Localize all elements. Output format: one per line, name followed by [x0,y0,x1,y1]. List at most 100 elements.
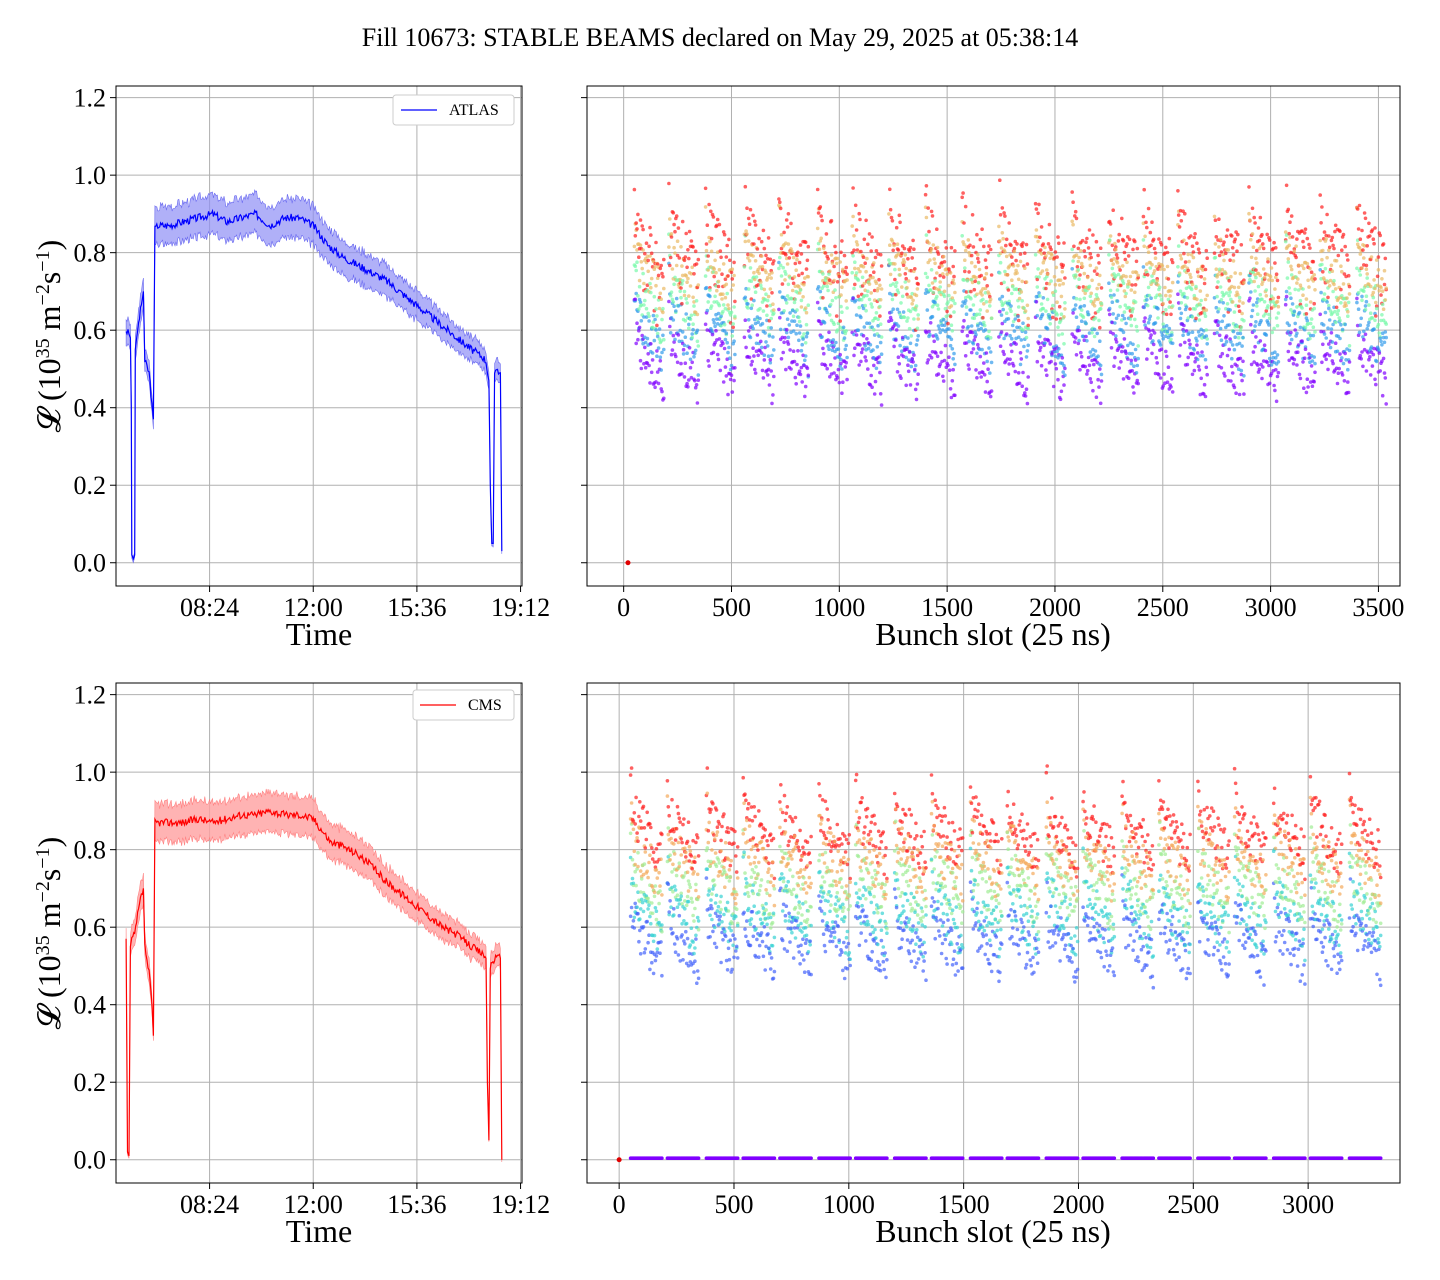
bunch-point [653,884,658,888]
bunch-point [1224,251,1228,256]
bunch-point [832,371,836,375]
cms-time-ylabel: 𝓛 (1035 m−2s−1) [31,837,67,1029]
bunch-point [637,814,641,819]
bunch-point [1012,329,1017,333]
bunch-point [1010,284,1015,289]
bunch-point [746,239,751,243]
bunch-point [686,879,691,883]
bunch-point [868,343,873,347]
bunch-point [1308,266,1312,271]
bunch-point [1074,353,1079,357]
bunch-point [831,834,836,839]
bunch-point [1247,185,1251,189]
bunch-point [1253,324,1257,328]
bunch-point [825,281,829,285]
bunch-point [748,207,753,212]
bunch-point [834,250,838,255]
bunch-point [719,255,723,260]
bunch-point [1219,338,1224,343]
bunch-point [797,950,801,954]
bunch-point [765,298,770,303]
bunch-point [1018,259,1023,264]
bunch-point [832,322,836,327]
bunch-point [1046,242,1051,246]
bunch-point [679,853,683,857]
bunch-point [1114,340,1119,344]
bunch-point [1217,253,1222,258]
bunch-point [772,935,777,940]
bunch-point [654,283,658,288]
bunch-point [819,909,824,913]
bunch-point [1273,261,1277,265]
bunch-point [637,307,641,311]
bunch-point [746,318,751,322]
bunch-point [1177,273,1182,277]
bunch-point [1063,373,1067,378]
x-tick-label: 08:24 [180,593,239,622]
bunch-point [1252,279,1256,284]
bunch-point [891,307,895,312]
bunch-point [1107,312,1112,317]
bunch-point [971,347,976,351]
bunch-point [879,287,884,291]
bunch-point [1254,275,1258,280]
bunch-point [674,826,679,831]
bunch-point [823,799,828,804]
bunch-point [746,855,751,859]
bunch-point [1134,259,1139,264]
bunch-point [732,955,736,960]
bunch-point [1305,236,1310,241]
bunch-point [860,347,865,351]
bunch-point [1042,251,1046,255]
bunch-point [720,920,724,924]
bunch-point [961,191,965,195]
bunch-point [635,321,639,326]
bunch-point [723,934,728,939]
bunch-point [821,296,825,300]
bunch-point [741,832,745,836]
bunch-point [872,363,876,368]
bunch-point [982,323,987,328]
bunch-point [1009,309,1013,314]
bunch-point [686,899,691,904]
bunch-point [649,276,654,281]
bunch-point [749,875,754,879]
bunch-point [1303,347,1308,352]
bunch-point [1133,239,1137,244]
bunch-point [969,260,974,265]
bunch-point [730,390,735,394]
bunch-point [638,300,643,305]
bunch-point [1112,293,1116,297]
bunch-point [671,300,676,304]
bunch-point [676,811,681,816]
bunch-point [1283,302,1288,307]
bunch-point [1303,325,1308,330]
bunch-point [781,879,786,884]
bunch-point [718,869,722,874]
bunch-point [906,316,910,320]
bunch-point [943,343,948,348]
bunch-point [1274,399,1279,404]
bunch-point [649,342,653,346]
bunch-point [727,868,732,872]
bunch-point [852,353,856,358]
bunch-point [636,839,640,843]
bunch-point [792,300,797,305]
bunch-point [644,241,649,245]
bunch-point [894,225,899,230]
bunch-point [1009,304,1013,308]
bunch-point [853,266,857,271]
bunch-point [1118,268,1122,272]
bunch-point [861,265,866,269]
bunch-point [962,221,966,225]
bunch-point [705,766,710,770]
bunch-point [802,332,806,336]
bunch-point [1372,278,1376,282]
bunch-point [1003,214,1007,218]
bunch-point [818,205,823,209]
bunch-point [936,307,941,311]
bunch-point [1077,277,1081,282]
bunch-point [1287,323,1291,328]
bunch-point [744,299,748,303]
